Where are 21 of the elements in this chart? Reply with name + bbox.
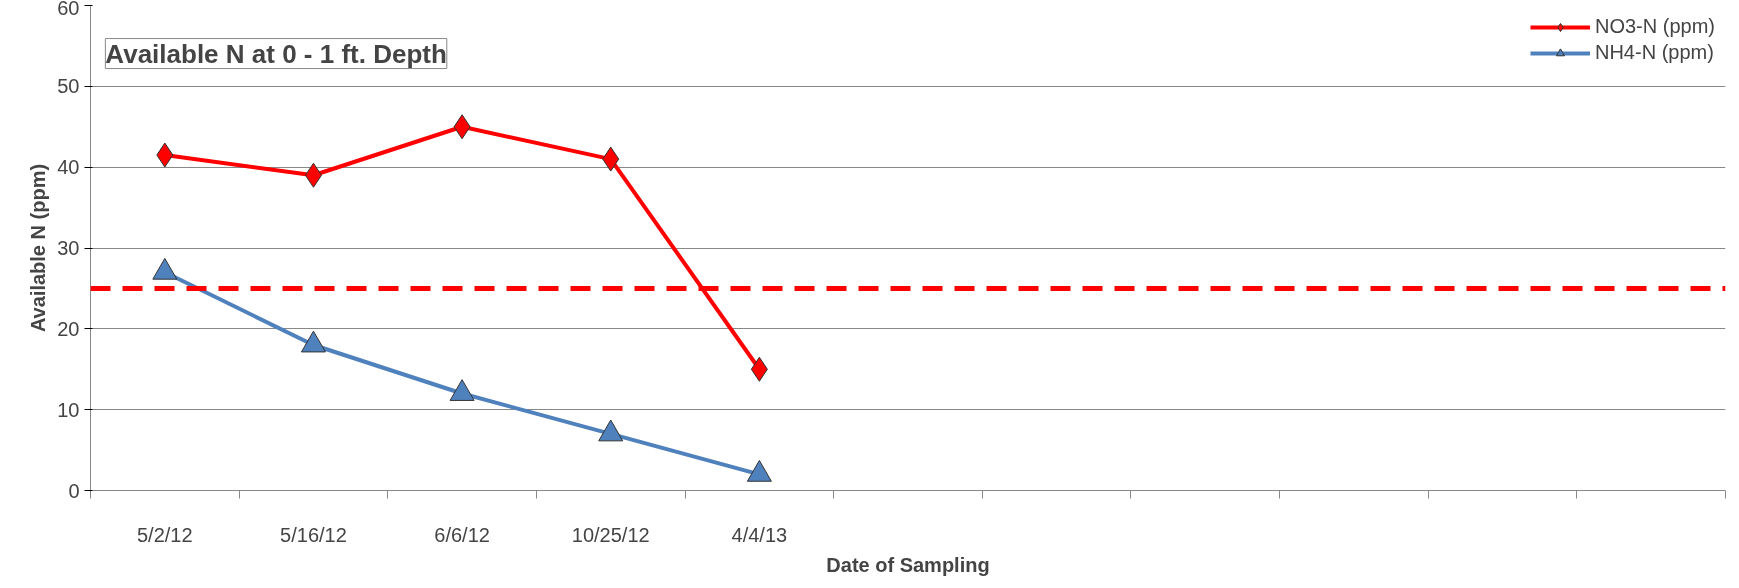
x-tick-label: 10/25/12 <box>571 523 650 546</box>
legend-label: NH4-N (ppm) <box>1594 41 1714 64</box>
point <box>300 330 326 353</box>
y-tick-label: 20 <box>57 317 80 340</box>
x-tick-label: 4/4/13 <box>731 523 788 546</box>
y-tick-label: 60 <box>57 0 80 19</box>
x-tick-label: 5/16/12 <box>280 523 347 546</box>
y-axis-title: Available N (ppm) <box>27 163 50 333</box>
y-tick-label: 50 <box>57 75 80 98</box>
y-tick-label: 10 <box>57 398 80 421</box>
x-tick-label: 6/6/12 <box>434 523 490 546</box>
y-tick-label: 30 <box>57 237 80 259</box>
text: Available N at 0 - 1 ft. Depth <box>105 38 447 69</box>
x-tick-label: 5/2/12 <box>137 523 193 546</box>
y-tick-label: 40 <box>57 156 80 179</box>
y-tick-label: 0 <box>68 479 80 502</box>
point <box>598 419 624 442</box>
legend-label: NO3-N (ppm) <box>1594 15 1715 38</box>
point <box>449 379 475 401</box>
x-axis-title: Date of Sampling <box>826 553 990 576</box>
point <box>746 459 772 482</box>
